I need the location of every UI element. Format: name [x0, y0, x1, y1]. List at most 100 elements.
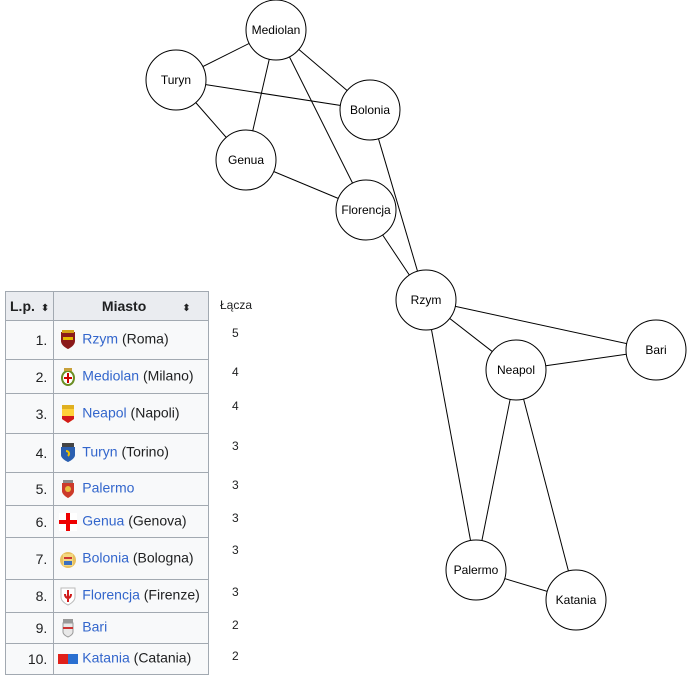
table-header-row: L.p. ⬍ Miasto ⬍: [4, 291, 210, 321]
node-circle: [245, 0, 307, 61]
node-turyn: Turyn: [145, 49, 207, 111]
city-cell: Palermo: [53, 472, 210, 506]
city-native-name: (Genova): [128, 512, 187, 529]
city-link[interactable]: Bari: [82, 618, 108, 635]
node-bari: Bari: [625, 319, 687, 381]
milan-coat-of-arms-icon[interactable]: [58, 367, 78, 387]
links-count: 3: [232, 543, 239, 557]
city-cell: Rzym (Roma): [53, 320, 210, 360]
row-number: 9.: [4, 612, 55, 644]
city-link[interactable]: Katania: [82, 649, 130, 666]
node-circle: [395, 269, 457, 331]
node-label: Bolonia: [350, 103, 390, 117]
table-row: 3. Neapol (Napoli): [4, 393, 210, 434]
table-row: 1. Rzym (Roma): [4, 320, 210, 360]
node-mediolan: Mediolan: [245, 0, 307, 61]
city-cell: Bolonia (Bologna): [53, 537, 210, 580]
city-header[interactable]: Miasto ⬍: [53, 291, 210, 321]
sort-icon[interactable]: ⬍: [182, 303, 191, 314]
node-label: Genua: [228, 153, 264, 167]
edge-turyn-bolonia: [175, 79, 371, 111]
node-katania: Katania: [545, 569, 607, 631]
city-cell: Katania (Catania): [53, 643, 210, 675]
links-count: 3: [232, 585, 239, 599]
table-row: 2. Mediolan (Milano): [4, 359, 210, 394]
links-count: 4: [232, 365, 239, 379]
city-link[interactable]: Genua: [82, 512, 125, 529]
node-circle: [145, 49, 207, 111]
links-count: 5: [232, 326, 239, 340]
table-row: 7. Bolonia (Bologna): [4, 537, 210, 580]
row-number: 4.: [4, 433, 55, 473]
node-florencja: Florencja: [335, 179, 397, 241]
table-row: 9. Bari: [4, 612, 210, 644]
palermo-coat-of-arms-icon[interactable]: [58, 479, 78, 499]
links-count: 2: [232, 618, 239, 632]
row-number: 5.: [4, 472, 55, 506]
city-link[interactable]: Mediolan: [82, 367, 140, 384]
city-native-name: (Roma): [121, 330, 169, 347]
node-bolonia: Bolonia: [339, 79, 401, 141]
city-link[interactable]: Rzym: [82, 330, 119, 347]
node-label: Florencja: [341, 203, 391, 217]
turin-coat-of-arms-icon[interactable]: [58, 443, 78, 463]
city-native-name: (Catania): [133, 649, 192, 666]
table-row: 5. Palermo: [4, 472, 210, 506]
city-cell: Florencja (Firenze): [53, 579, 210, 613]
city-link[interactable]: Neapol: [82, 404, 127, 421]
node-circle: [339, 79, 401, 141]
links-count: 2: [232, 649, 239, 663]
rome-coat-of-arms-icon[interactable]: [58, 330, 78, 350]
table-row: 10. Katania (Catania): [4, 643, 210, 675]
row-number: 10.: [4, 643, 55, 675]
row-number: 7.: [4, 537, 55, 580]
row-number: 8.: [4, 579, 55, 613]
edge-bolonia-rzym: [369, 109, 427, 301]
node-circle: [485, 339, 547, 401]
table-row: 6. Genua (Genova): [4, 505, 210, 538]
table-row: 4. Turyn (Torino): [4, 433, 210, 473]
row-number: 3.: [4, 393, 55, 434]
bologna-coat-of-arms-icon[interactable]: [58, 549, 78, 569]
edge-neapol-katania: [515, 369, 577, 601]
row-number: 1.: [4, 320, 55, 360]
links-count: 3: [232, 511, 239, 525]
node-label: Neapol: [497, 363, 535, 377]
city-cell: Neapol (Napoli): [53, 393, 210, 434]
edge-rzym-bari: [425, 299, 657, 351]
row-number: 2.: [4, 359, 55, 394]
node-circle: [625, 319, 687, 381]
links-header: Łącza: [220, 298, 253, 312]
bari-coat-of-arms-icon[interactable]: [58, 618, 78, 638]
node-label: Turyn: [161, 73, 191, 87]
city-link[interactable]: Palermo: [82, 479, 135, 496]
node-label: Rzym: [411, 293, 442, 307]
naples-coat-of-arms-icon[interactable]: [58, 404, 78, 424]
city-cell: Bari: [53, 612, 210, 644]
city-link[interactable]: Bolonia: [82, 549, 129, 566]
node-neapol: Neapol: [485, 339, 547, 401]
edge-rzym-palermo: [425, 299, 477, 571]
catania-coat-of-arms-icon[interactable]: [58, 649, 79, 669]
links-count: 4: [232, 399, 239, 413]
city-native-name: (Napoli): [130, 404, 180, 421]
node-palermo: Palermo: [445, 539, 507, 601]
node-label: Bari: [645, 343, 666, 357]
city-link[interactable]: Florencja: [82, 586, 140, 603]
sort-icon[interactable]: ⬍: [40, 303, 50, 314]
edge-neapol-palermo: [475, 369, 517, 571]
city-native-name: (Milano): [143, 367, 194, 384]
city-cell: Turyn (Torino): [53, 433, 210, 473]
node-circle: [445, 539, 507, 601]
lp-header[interactable]: L.p. ⬍: [4, 291, 55, 321]
city-header-label: Miasto: [101, 298, 147, 314]
city-cell: Genua (Genova): [53, 505, 210, 538]
node-circle: [215, 129, 277, 191]
city-link[interactable]: Turyn: [82, 443, 118, 460]
florence-coat-of-arms-icon[interactable]: [58, 586, 78, 606]
links-count: 3: [232, 478, 239, 492]
table-row: 8. Florencja (Firenze): [4, 579, 210, 613]
genoa-coat-of-arms-icon[interactable]: [58, 512, 78, 532]
node-rzym: Rzym: [395, 269, 457, 331]
